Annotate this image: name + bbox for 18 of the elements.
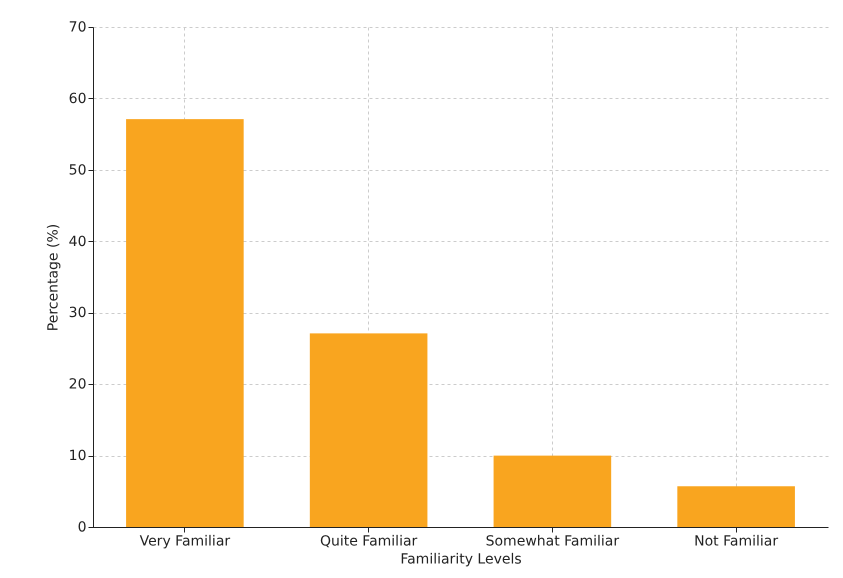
bar (126, 119, 244, 527)
bar (494, 456, 612, 527)
x-axis-title: Familiarity Levels (400, 552, 522, 568)
x-tick-label: Somewhat Familiar (486, 534, 620, 550)
x-tick-label: Very Familiar (140, 534, 230, 550)
y-axis-title: Percentage (%) (46, 224, 62, 332)
y-tick-label: 30 (68, 305, 86, 322)
x-tick-label: Not Familiar (694, 534, 778, 550)
y-tick-label: 20 (68, 376, 86, 393)
y-tick-label: 50 (68, 162, 86, 178)
y-tick-label: 10 (68, 448, 86, 464)
bar (677, 486, 795, 527)
y-tick-label: 40 (68, 234, 86, 250)
x-tick-label: Quite Familiar (320, 534, 418, 550)
y-tick-label: 60 (68, 90, 86, 107)
bar (310, 333, 428, 527)
y-tick-label: 70 (68, 20, 86, 36)
y-tick-label: 0 (78, 520, 86, 536)
